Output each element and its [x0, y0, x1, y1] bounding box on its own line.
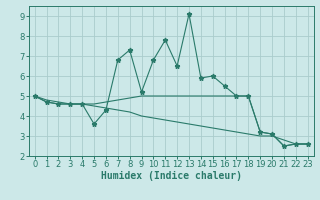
X-axis label: Humidex (Indice chaleur): Humidex (Indice chaleur)	[101, 171, 242, 181]
